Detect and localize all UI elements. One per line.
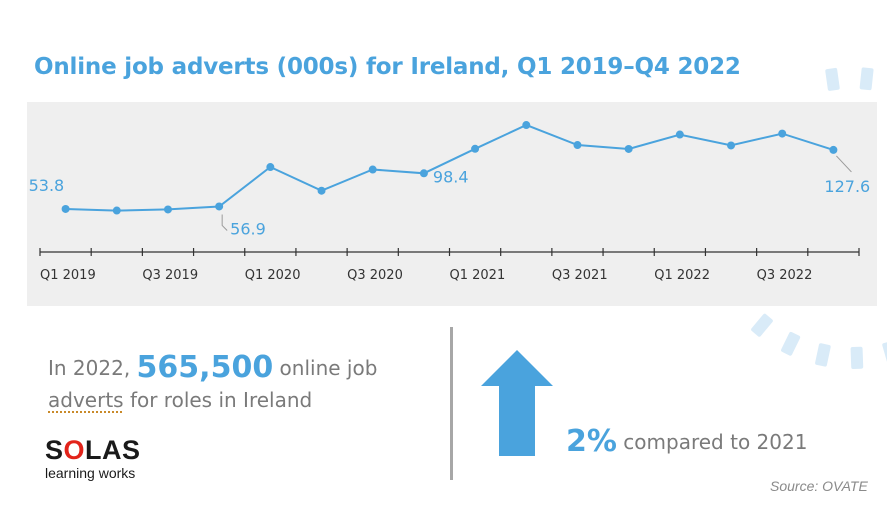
- chart-title: Online job adverts (000s) for Ireland, Q…: [34, 54, 741, 80]
- line-chart: Q1 2019 Q3 2019 Q1 2020 Q3 2020 Q1 2021 Q3 20…: [27, 102, 877, 306]
- data-point: [368, 165, 377, 174]
- logo-wordmark: SOLAS: [45, 436, 141, 464]
- x-tick-label: Q1 2020: [245, 268, 301, 283]
- data-point: [522, 121, 531, 130]
- data-point: [675, 130, 684, 139]
- summary-rest: for roles in Ireland: [129, 388, 313, 412]
- data-points: [61, 121, 838, 215]
- change-percent: 2%: [566, 424, 617, 459]
- arc-dash: [825, 67, 840, 91]
- x-tick-label: Q3 2019: [142, 268, 198, 283]
- x-tick-label: Q3 2022: [757, 268, 813, 283]
- logo-tagline: learning works: [45, 465, 136, 481]
- data-point: [317, 186, 326, 195]
- change-text: compared to 2021: [623, 430, 808, 454]
- data-point: [419, 169, 428, 178]
- x-axis-ticks: [39, 248, 860, 256]
- data-label-leader: [836, 155, 852, 173]
- series-line-job-adverts: [65, 123, 834, 212]
- logo-letter-o: O: [63, 435, 86, 465]
- data-point: [624, 144, 633, 153]
- x-tick-label: Q3 2020: [347, 268, 403, 283]
- data-point: [778, 129, 787, 138]
- data-point: [163, 205, 172, 214]
- up-arrow-icon: [481, 350, 553, 456]
- source-note: Source: OVATE: [770, 478, 868, 494]
- data-label-leader: [221, 214, 228, 231]
- data-point: [266, 163, 275, 172]
- arc-dash: [882, 340, 887, 365]
- data-label: 56.9: [230, 219, 266, 238]
- total-adverts-highlight: 565,500: [136, 350, 274, 385]
- adverts-summary: In 2022, 565,500 online job adverts for …: [48, 352, 438, 416]
- data-labels: 53.8 56.9 98.4 127.6: [29, 167, 871, 238]
- data-label: 127.6: [824, 177, 870, 196]
- data-point: [215, 202, 224, 211]
- x-tick-label: Q3 2021: [552, 268, 608, 283]
- logo-letter: S: [45, 435, 64, 465]
- data-point: [727, 141, 736, 150]
- data-label-leaders: [221, 155, 852, 231]
- line-chart-svg: Q1 2019 Q3 2019 Q1 2020 Q3 2020 Q1 2021 Q3 20…: [29, 121, 871, 283]
- x-tick-label: Q1 2021: [450, 268, 506, 283]
- solas-logo: SOLAS learning works: [45, 436, 141, 481]
- summary-suffix: online job: [279, 356, 378, 380]
- data-label: 53.8: [29, 176, 65, 195]
- vertical-divider: [450, 327, 453, 480]
- change-summary: 2% compared to 2021: [566, 424, 807, 459]
- arc-dash: [781, 331, 801, 356]
- summary-prefix: In 2022,: [48, 356, 131, 380]
- logo-letter: S: [122, 435, 141, 465]
- arc-dash: [850, 346, 864, 370]
- x-tick-label: Q1 2022: [654, 268, 710, 283]
- logo-letter: L: [85, 435, 103, 465]
- summary-underlined-word: adverts: [48, 388, 124, 412]
- arc-dash: [859, 67, 874, 91]
- x-axis-tick-labels: Q1 2019 Q3 2019 Q1 2020 Q3 2020 Q1 2021 Q3 20…: [40, 268, 812, 283]
- arc-dashes: [751, 67, 887, 370]
- arc-dash: [751, 313, 773, 337]
- data-point: [573, 141, 582, 150]
- data-point: [61, 204, 70, 213]
- arc-dash: [815, 343, 831, 367]
- data-point: [112, 206, 121, 215]
- logo-letter: A: [102, 435, 123, 465]
- data-point: [471, 144, 480, 153]
- data-label: 98.4: [433, 167, 469, 186]
- x-tick-label: Q1 2019: [40, 268, 96, 283]
- data-point: [829, 145, 838, 154]
